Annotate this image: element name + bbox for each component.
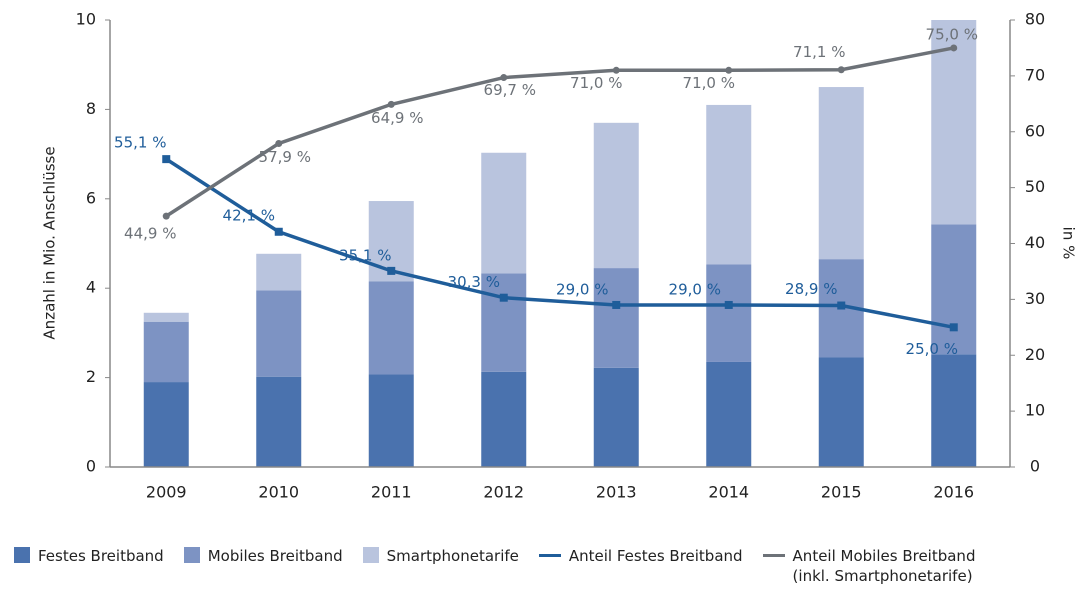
data-label: 25,0 %: [906, 340, 958, 358]
marker: [500, 74, 508, 82]
marker: [387, 100, 395, 108]
y2-tick-label: 20: [1025, 345, 1045, 364]
marker: [725, 66, 733, 74]
marker: [274, 227, 283, 236]
marker: [275, 139, 283, 147]
marker: [612, 66, 620, 74]
x-tick-label: 2009: [146, 483, 187, 502]
marker: [837, 301, 846, 310]
legend-item: Festes Breitband: [14, 546, 164, 566]
legend-item: Mobiles Breitband: [183, 546, 343, 566]
data-label: 57,9 %: [259, 148, 311, 166]
data-label: 75,0 %: [926, 25, 978, 43]
legend-swatch: [14, 547, 30, 563]
marker: [162, 212, 170, 220]
data-label: 42,1 %: [223, 206, 275, 224]
data-label: 71,0 %: [683, 74, 735, 92]
bar-segment: [143, 382, 189, 467]
bar-segment: [931, 224, 977, 355]
y2-tick-label: 80: [1025, 10, 1045, 29]
y-tick-label: 4: [86, 278, 96, 297]
chart: Anzahl in Mio. Anschlüsse in % 0 2 4 6 8 10 0 1…: [41, 10, 1078, 502]
bar-segment: [818, 357, 864, 467]
bar-segment: [931, 20, 977, 225]
bar-segment: [143, 321, 189, 383]
legend-label: Anteil Mobiles Breitband (inkl. Smartpho…: [792, 547, 976, 585]
y-tick-label: 0: [86, 457, 96, 476]
data-label: 35,1 %: [339, 246, 391, 264]
y-tick-label: 10: [76, 10, 96, 29]
data-label: 55,1 %: [114, 134, 166, 152]
legend-swatch: [362, 547, 379, 563]
data-label: 28,9 %: [785, 280, 837, 298]
y2-tick-label: 70: [1025, 65, 1045, 84]
data-label: 71,0 %: [570, 74, 622, 92]
y2-axis-label: in %: [1060, 227, 1078, 260]
bar-segment: [593, 122, 639, 269]
x-tick-label: 2013: [596, 483, 637, 502]
marker: [499, 293, 508, 302]
bar-segment: [706, 361, 752, 467]
marker: [612, 300, 621, 309]
x-tick-label: 2012: [483, 483, 524, 502]
legend: Festes Breitband Mobiles Breitband Smartph…: [14, 546, 1008, 586]
line: [165, 157, 955, 330]
legend-item: Anteil Mobiles Breitband (inkl. Smartpho…: [762, 546, 988, 586]
y2-tick-label: 50: [1025, 177, 1045, 196]
x-tick-label: 2011: [371, 483, 412, 502]
bar-segment: [706, 264, 752, 362]
legend-swatch: [183, 547, 200, 563]
bar-segment: [481, 273, 527, 372]
marker: [837, 66, 845, 74]
data-label: 29,0 %: [669, 280, 721, 298]
legend-label: Anteil Festes Breitband: [568, 547, 743, 565]
bar-segment: [256, 253, 302, 291]
bar-segment: [593, 367, 639, 467]
legend-label: Mobiles Breitband: [207, 547, 343, 565]
y-tick-label: 6: [86, 188, 96, 207]
y-axis-label: Anzahl in Mio. Anschlüsse: [41, 146, 59, 339]
marker: [950, 44, 958, 52]
legend-swatch: [538, 554, 561, 557]
legend-swatch: [762, 554, 785, 557]
bar-segment: [481, 371, 527, 467]
x-tick-label: 2016: [933, 483, 974, 502]
y2-tick-label: 30: [1025, 289, 1045, 308]
bar-segment: [143, 312, 189, 322]
bar-segment: [256, 290, 302, 377]
bar-segment: [368, 281, 414, 375]
data-label: 30,3 %: [448, 273, 500, 291]
bar-segment: [256, 376, 302, 467]
x-tick-label: 2010: [258, 483, 299, 502]
legend-label: Festes Breitband: [38, 547, 164, 565]
marker: [162, 155, 171, 164]
bar-segment: [706, 104, 752, 265]
y-tick-label: 8: [86, 99, 96, 118]
y2-tick-label: 10: [1025, 401, 1045, 420]
line: [165, 46, 955, 218]
x-tick-label: 2015: [821, 483, 862, 502]
y2-tick-label: 60: [1025, 121, 1045, 140]
data-label: 44,9 %: [124, 225, 176, 243]
bar-segment: [368, 374, 414, 467]
data-label: 29,0 %: [556, 280, 608, 298]
legend-item: Anteil Festes Breitband: [538, 546, 743, 566]
bar-segment: [818, 87, 864, 260]
y2-tick-label: 0: [1030, 457, 1040, 476]
data-label: 64,9 %: [371, 109, 423, 127]
bar-segment: [481, 152, 527, 274]
data-label: 71,1 %: [793, 43, 845, 61]
marker: [724, 300, 733, 309]
bar-segment: [593, 268, 639, 368]
legend-item: Smartphonetarife: [362, 546, 519, 566]
x-tick-label: 2014: [708, 483, 749, 502]
marker: [949, 323, 958, 332]
y2-tick-label: 40: [1025, 233, 1045, 252]
y-tick-label: 2: [86, 367, 96, 386]
data-label: 69,7 %: [484, 81, 536, 99]
legend-label: Smartphonetarife: [386, 547, 519, 565]
marker: [387, 266, 396, 275]
bar-segment: [931, 354, 977, 467]
